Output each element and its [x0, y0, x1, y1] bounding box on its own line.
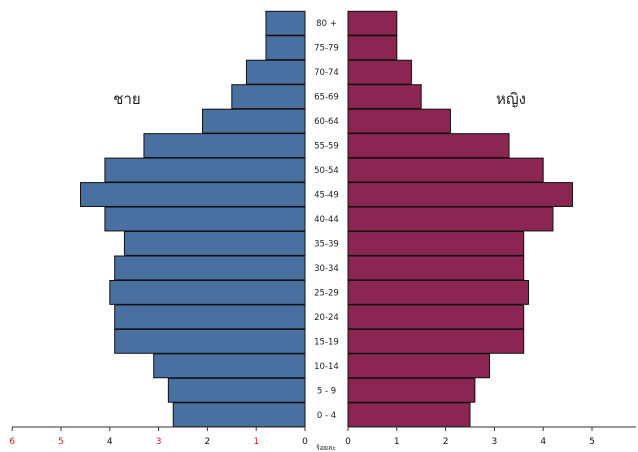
male-bar-1 [167, 377, 306, 403]
female-bar-14 [347, 59, 412, 85]
male-bar-0 [172, 402, 306, 428]
male-bar-15 [265, 35, 306, 61]
male-bar-16 [265, 10, 306, 36]
male-bar-5 [109, 279, 306, 305]
left-tick-label-2: 4 [107, 437, 113, 447]
right-tick-label-4: 4 [540, 437, 546, 447]
x-axes: 65432100123456 [9, 426, 638, 447]
male-series-label: ชาย [113, 90, 140, 108]
left-tick-label-4: 2 [205, 437, 211, 447]
female-bar-12 [347, 108, 451, 134]
male-bar-11 [143, 133, 306, 159]
female-bar-2 [347, 353, 491, 379]
female-bar-16 [347, 10, 398, 36]
left-tick-label-0: 6 [9, 437, 15, 447]
age-label-15: 75-79 [314, 44, 339, 54]
axis-unit-label: ร้อยละ [316, 444, 336, 452]
age-label-11: 55-59 [314, 142, 339, 152]
male-bar-8 [104, 206, 306, 232]
male-bar-9 [80, 182, 306, 207]
female-bar-8 [347, 206, 554, 232]
male-bar-13 [231, 84, 306, 110]
left-tick-label-5: 1 [253, 437, 259, 447]
age-label-9: 45-49 [314, 191, 339, 201]
female-bar-3 [347, 328, 525, 354]
female-bar-10 [347, 157, 544, 183]
age-label-3: 15-19 [314, 337, 339, 347]
right-tick-label-1: 1 [394, 437, 400, 447]
male-bar-7 [123, 231, 306, 256]
right-tick-label-5: 5 [589, 437, 595, 447]
male-bar-6 [114, 255, 306, 281]
left-tick-label-6: 0 [302, 437, 308, 447]
female-bar-9 [347, 182, 573, 207]
age-label-8: 40-44 [314, 215, 339, 225]
age-label-16: 80 + [316, 19, 337, 29]
age-label-14: 70-74 [314, 68, 339, 78]
age-label-2: 10-14 [314, 362, 339, 372]
female-bar-7 [347, 231, 525, 256]
female-bar-1 [347, 377, 476, 403]
female-bar-15 [347, 35, 398, 61]
male-bar-10 [104, 157, 306, 183]
age-label-13: 65-69 [314, 93, 339, 103]
age-label-12: 60-64 [314, 117, 339, 127]
age-label-10: 50-54 [314, 166, 339, 176]
age-label-5: 25-29 [314, 288, 339, 298]
female-bars [347, 10, 573, 428]
female-bar-6 [347, 255, 525, 281]
right-tick-label-3: 3 [492, 437, 498, 447]
age-label-1: 5 - 9 [317, 386, 336, 396]
female-bar-13 [347, 84, 422, 110]
male-bar-12 [202, 108, 306, 134]
female-bar-4 [347, 304, 525, 330]
age-label-6: 30-34 [314, 264, 339, 274]
female-bar-5 [347, 279, 530, 305]
left-tick-label-1: 5 [58, 437, 64, 447]
male-bar-2 [153, 353, 306, 379]
age-label-0: 0 - 4 [317, 411, 336, 421]
age-group-labels: 0 - 4 5 - 9 10-14 15-19 20-24 25-29 30-34 35-39… [314, 19, 339, 421]
male-bar-14 [245, 59, 306, 85]
male-bar-4 [114, 304, 306, 330]
female-bar-11 [347, 133, 510, 159]
left-tick-label-3: 3 [156, 437, 162, 447]
male-bar-3 [114, 328, 306, 354]
age-label-7: 35-39 [314, 239, 339, 249]
female-series-label: หญิง [496, 90, 526, 108]
right-tick-label-0: 0 [345, 437, 351, 447]
female-bar-0 [347, 402, 471, 428]
male-bars [80, 10, 306, 428]
age-label-4: 20-24 [314, 313, 339, 323]
right-tick-label-2: 2 [443, 437, 449, 447]
